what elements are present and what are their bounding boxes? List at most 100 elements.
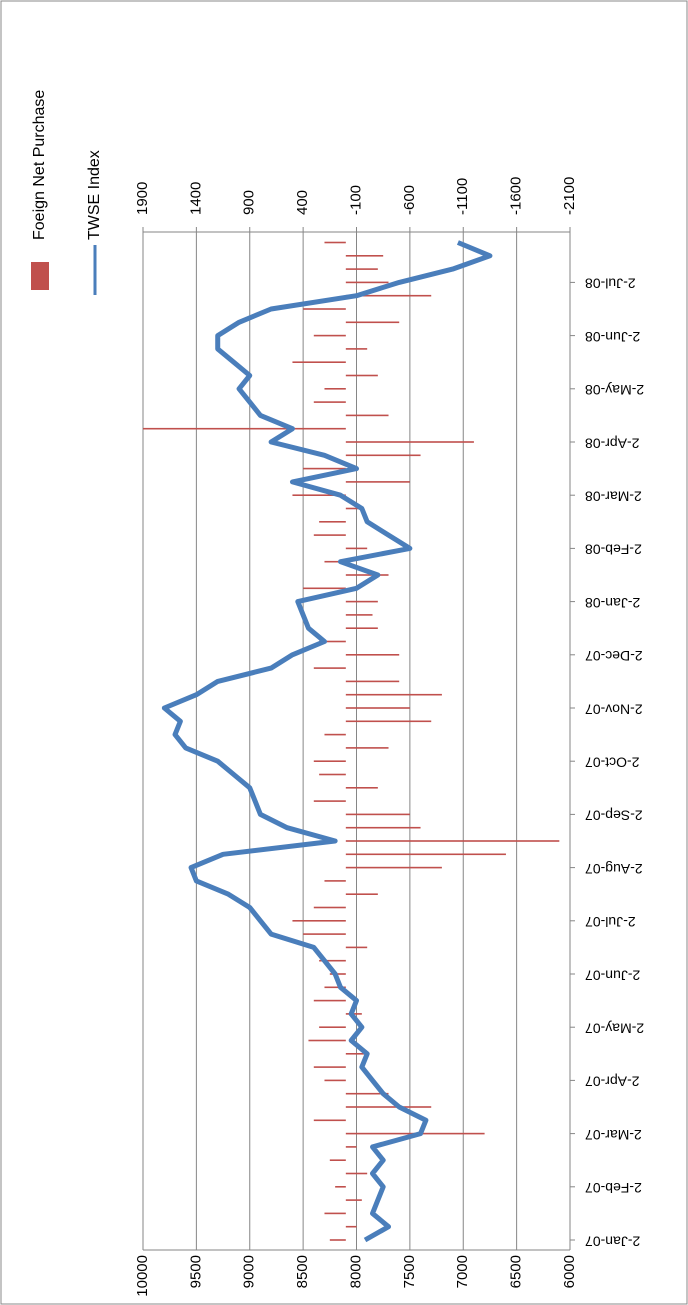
x-tick-label: 2-Apr-08 xyxy=(585,435,640,451)
legend-label: Foeign Net Purchase xyxy=(31,90,48,240)
bar xyxy=(345,1225,357,1228)
y-tick-label: 9500 xyxy=(187,1255,204,1288)
bar xyxy=(345,826,421,829)
y2-tick-label: -2100 xyxy=(561,177,578,215)
bar xyxy=(308,1039,346,1042)
bar xyxy=(292,920,346,922)
bar xyxy=(345,786,378,789)
x-tick-label: 2-Mar-08 xyxy=(585,488,642,504)
bar xyxy=(345,680,400,683)
x-tick-label: 2-Jan-07 xyxy=(585,1233,640,1249)
bar xyxy=(292,361,346,363)
bar xyxy=(303,308,346,310)
bar xyxy=(335,1185,346,1188)
bar xyxy=(345,1092,389,1095)
y2-tick-label: 400 xyxy=(294,190,311,215)
bar xyxy=(345,747,389,749)
bar xyxy=(319,520,346,523)
bar xyxy=(313,1119,346,1122)
bar xyxy=(345,866,442,869)
bar xyxy=(313,1066,346,1068)
bar xyxy=(313,401,346,403)
bar xyxy=(313,760,346,762)
bar xyxy=(345,1172,368,1175)
x-tick-label: 2-May-07 xyxy=(585,1020,644,1036)
bar xyxy=(345,414,389,417)
bar xyxy=(313,800,346,802)
x-tick-label: 2-Oct-07 xyxy=(585,754,640,770)
bar xyxy=(345,614,373,616)
x-tick-label: 2-Feb-07 xyxy=(585,1180,642,1196)
bar xyxy=(345,840,560,842)
bar xyxy=(319,773,346,776)
bar xyxy=(345,321,400,324)
bar xyxy=(345,574,389,576)
x-tick-label: 2-Jun-07 xyxy=(585,967,640,983)
bar xyxy=(345,1146,357,1148)
x-tick-label: 2-Nov-07 xyxy=(585,701,643,717)
y-tick-label: 8000 xyxy=(347,1255,364,1288)
bar xyxy=(313,999,346,1002)
bar xyxy=(303,933,346,935)
bar xyxy=(345,348,368,350)
bar xyxy=(143,427,346,430)
bar xyxy=(313,667,346,669)
y-tick-label: 7500 xyxy=(401,1255,418,1288)
bar xyxy=(324,1212,346,1215)
y-tick-label: 10000 xyxy=(134,1255,151,1297)
x-tick-label: 2-Jul-07 xyxy=(585,914,636,930)
x-tick-label: 2-Aug-07 xyxy=(585,861,643,877)
bar xyxy=(345,653,400,656)
y-tick-label: 7000 xyxy=(454,1255,471,1288)
y2-tick-label: 1900 xyxy=(134,182,151,215)
bar xyxy=(345,547,368,550)
y2-tick-label: -1100 xyxy=(454,178,471,215)
x-tick-label: 2-Jan-08 xyxy=(585,595,640,611)
x-tick-label: 2-Mar-07 xyxy=(585,1127,642,1143)
bar xyxy=(345,627,378,629)
bar xyxy=(345,281,389,284)
bar xyxy=(324,1079,346,1082)
y-tick-label: 6000 xyxy=(561,1255,578,1288)
rotated-chart: 6000 6500 7000 7500 8000 8500 9000 9500 10000 -21… xyxy=(31,90,644,1297)
bar xyxy=(345,454,421,457)
bar xyxy=(313,334,346,337)
y-tick-label: 8500 xyxy=(294,1255,311,1288)
y-tick-label: 9000 xyxy=(241,1255,258,1288)
bar xyxy=(345,1199,362,1201)
bar xyxy=(345,707,410,709)
bar xyxy=(345,1106,432,1108)
bar xyxy=(324,733,346,736)
bar xyxy=(345,600,378,603)
bar xyxy=(303,587,346,590)
bar xyxy=(345,294,432,297)
x-tick-label: 2-Jun-08 xyxy=(585,329,640,345)
bar xyxy=(345,374,378,377)
bar xyxy=(345,946,368,949)
x-tick-label: 2-Apr-07 xyxy=(585,1074,640,1090)
bar xyxy=(345,813,410,816)
bar xyxy=(345,693,442,696)
x-tick-label: 2-Sep-07 xyxy=(585,808,643,824)
x-tick-label: 2-Feb-08 xyxy=(585,542,642,558)
bar xyxy=(324,241,346,244)
x-tick-label: 2-Jul-08 xyxy=(585,276,636,292)
x-tick-label: 2-Dec-07 xyxy=(585,648,643,664)
bar xyxy=(345,853,506,856)
bar xyxy=(345,893,378,895)
y2-tick-label: 1400 xyxy=(187,182,204,215)
bar xyxy=(329,1239,346,1241)
y-tick-label: 6500 xyxy=(508,1255,525,1288)
y2-tick-label: 900 xyxy=(241,190,258,215)
bar xyxy=(313,534,346,536)
legend-label: TWSE Index xyxy=(86,150,103,240)
y2-tick-label: -100 xyxy=(347,185,364,215)
bar xyxy=(329,1159,346,1161)
bar xyxy=(313,906,346,909)
bar xyxy=(345,268,378,270)
bar xyxy=(303,467,346,470)
bar xyxy=(345,1053,368,1055)
y2-tick-label: -1600 xyxy=(508,177,525,215)
